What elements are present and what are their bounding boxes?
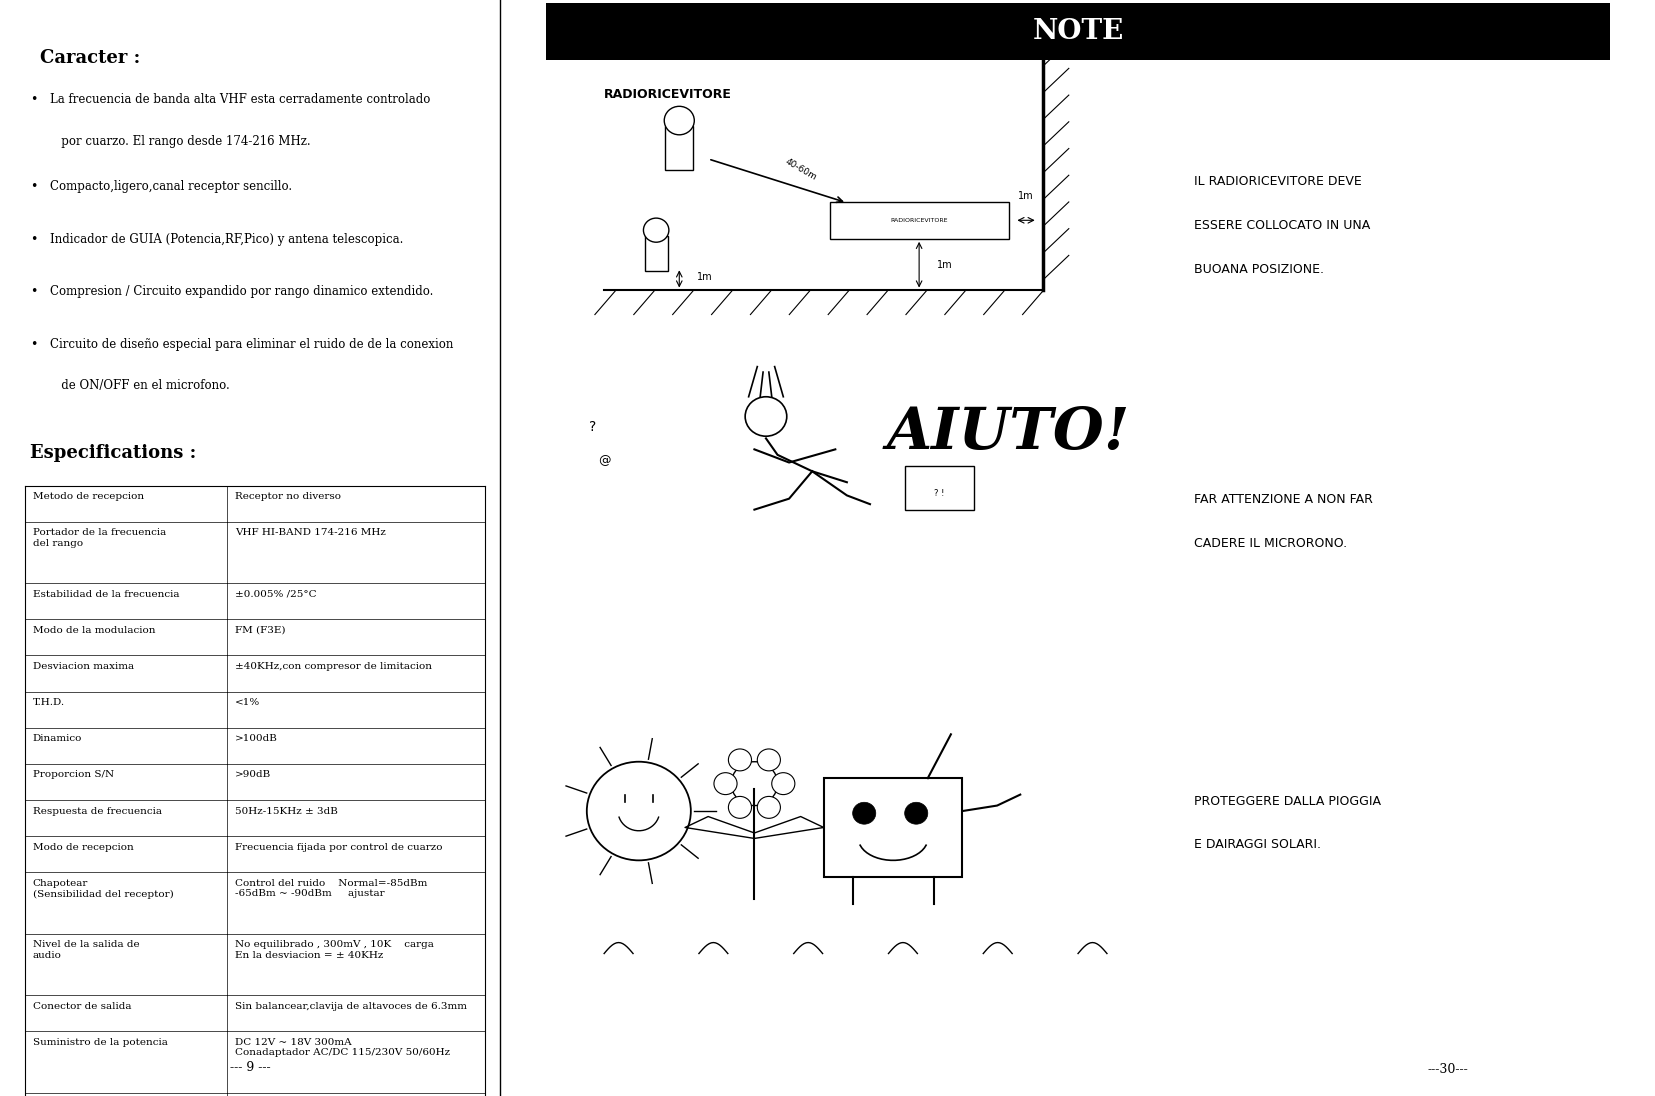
- Circle shape: [713, 773, 736, 795]
- Text: •: •: [30, 232, 38, 246]
- Bar: [665, 126, 693, 170]
- Text: •: •: [30, 180, 38, 193]
- Text: AIUTO!: AIUTO!: [887, 404, 1130, 461]
- Circle shape: [586, 762, 690, 860]
- Text: DC 12V ~ 18V 300mA
Conadaptador AC/DC 115/230V 50/60Hz: DC 12V ~ 18V 300mA Conadaptador AC/DC 11…: [235, 1038, 450, 1058]
- Text: Desviacion maxima: Desviacion maxima: [33, 662, 134, 671]
- Bar: [25, 836, 485, 872]
- Text: Compacto,ligero,canal receptor sencillo.: Compacto,ligero,canal receptor sencillo.: [50, 180, 291, 193]
- Bar: [25, 583, 485, 619]
- Bar: [644, 236, 667, 271]
- Text: FAR ATTENZIONE A NON FAR: FAR ATTENZIONE A NON FAR: [1193, 493, 1372, 506]
- Text: <1%: <1%: [235, 698, 260, 707]
- Text: 1m: 1m: [935, 260, 952, 270]
- Text: Compresion / Circuito expandido por rango dinamico extendido.: Compresion / Circuito expandido por rang…: [50, 285, 434, 298]
- Text: FM (F3E): FM (F3E): [235, 626, 285, 635]
- Text: Indicador de GUIA (Potencia,RF,Pico) y antena telescopica.: Indicador de GUIA (Potencia,RF,Pico) y a…: [50, 232, 404, 246]
- Text: CADERE IL MICRORONO.: CADERE IL MICRORONO.: [1193, 537, 1346, 550]
- Text: Dinamico: Dinamico: [33, 734, 81, 743]
- Text: Conector de salida: Conector de salida: [33, 1002, 131, 1011]
- Circle shape: [664, 106, 693, 135]
- Text: Circuito de diseño especial para eliminar el ruido de de la conexion: Circuito de diseño especial para elimina…: [50, 338, 453, 351]
- Text: T.H.D.: T.H.D.: [33, 698, 65, 707]
- Text: >90dB: >90dB: [235, 770, 271, 779]
- Text: No equilibrado , 300mV , 10K    carga
En la desviacion = ± 40KHz: No equilibrado , 300mV , 10K carga En la…: [235, 940, 434, 960]
- Bar: [25, 1093, 485, 1096]
- Bar: [25, 764, 485, 800]
- Bar: [25, 728, 485, 764]
- Text: La frecuencia de banda alta VHF esta cerradamente controlado: La frecuencia de banda alta VHF esta cer…: [50, 93, 430, 106]
- Text: Chapotear
(Sensibilidad del receptor): Chapotear (Sensibilidad del receptor): [33, 879, 174, 899]
- Text: •: •: [30, 338, 38, 351]
- Text: ---30---: ---30---: [1427, 1063, 1468, 1076]
- Text: Metodo de recepcion: Metodo de recepcion: [33, 492, 144, 501]
- Text: •: •: [30, 285, 38, 298]
- Text: Receptor no diverso: Receptor no diverso: [235, 492, 341, 501]
- Text: RADIORICEVITORE: RADIORICEVITORE: [604, 88, 732, 101]
- Text: IL RADIORICEVITORE DEVE: IL RADIORICEVITORE DEVE: [1193, 175, 1360, 189]
- Text: •: •: [30, 93, 38, 106]
- Text: Respuesta de frecuencia: Respuesta de frecuencia: [33, 807, 162, 815]
- Text: de ON/OFF en el microfono.: de ON/OFF en el microfono.: [50, 379, 230, 392]
- Text: ?: ?: [589, 421, 596, 434]
- Text: Caracter :: Caracter :: [40, 49, 141, 67]
- Bar: [25, 934, 485, 995]
- Text: Sin balancear,clavija de altavoces de 6.3mm: Sin balancear,clavija de altavoces de 6.…: [235, 1002, 467, 1011]
- Text: Suministro de la potencia: Suministro de la potencia: [33, 1038, 167, 1047]
- Circle shape: [728, 749, 751, 770]
- Text: Modo de la modulacion: Modo de la modulacion: [33, 626, 156, 635]
- Text: E DAIRAGGI SOLARI.: E DAIRAGGI SOLARI.: [1193, 838, 1319, 852]
- Bar: [25, 995, 485, 1031]
- Text: 1m: 1m: [697, 272, 712, 282]
- Text: @: @: [597, 454, 611, 467]
- Circle shape: [732, 762, 778, 806]
- Bar: [25, 522, 485, 583]
- Text: Frecuencia fijada por control de cuarzo: Frecuencia fijada por control de cuarzo: [235, 843, 442, 852]
- Text: Proporcion S/N: Proporcion S/N: [33, 770, 114, 779]
- Circle shape: [745, 397, 786, 436]
- Text: por cuarzo. El rango desde 174-216 MHz.: por cuarzo. El rango desde 174-216 MHz.: [50, 135, 311, 148]
- Text: >100dB: >100dB: [235, 734, 278, 743]
- Text: ? !: ? !: [933, 489, 943, 498]
- Bar: [25, 619, 485, 655]
- Bar: [25, 800, 485, 836]
- Text: NOTE: NOTE: [1031, 19, 1124, 45]
- Bar: [25, 692, 485, 728]
- Circle shape: [756, 797, 780, 819]
- Text: Nivel de la salida de
audio: Nivel de la salida de audio: [33, 940, 139, 960]
- Text: RADIORICEVITORE: RADIORICEVITORE: [890, 218, 947, 222]
- Text: Portador de la frecuencia
del rango: Portador de la frecuencia del rango: [33, 528, 166, 548]
- Text: ±40KHz,con compresor de limitacion: ±40KHz,con compresor de limitacion: [235, 662, 432, 671]
- Text: Modo de recepcion: Modo de recepcion: [33, 843, 132, 852]
- Text: VHF HI-BAND 174-216 MHz: VHF HI-BAND 174-216 MHz: [235, 528, 386, 537]
- Bar: [25, 872, 485, 934]
- Bar: [25, 655, 485, 692]
- Bar: [25, 486, 485, 522]
- Bar: [546, 3, 1609, 60]
- Text: ESSERE COLLOCATO IN UNA: ESSERE COLLOCATO IN UNA: [1193, 219, 1369, 232]
- Text: 40-60m: 40-60m: [783, 157, 818, 183]
- Circle shape: [852, 802, 875, 824]
- Text: Especifications :: Especifications :: [30, 444, 197, 461]
- Circle shape: [644, 218, 669, 242]
- Circle shape: [756, 749, 780, 770]
- Circle shape: [771, 773, 794, 795]
- Text: 50Hz-15KHz ± 3dB: 50Hz-15KHz ± 3dB: [235, 807, 338, 815]
- Text: --- 9 ---: --- 9 ---: [230, 1061, 270, 1074]
- Circle shape: [728, 797, 751, 819]
- Text: BUOANA POSIZIONE.: BUOANA POSIZIONE.: [1193, 263, 1322, 276]
- Text: ±0.005% /25°C: ±0.005% /25°C: [235, 590, 316, 598]
- Bar: [823, 778, 962, 877]
- Text: PROTEGGERE DALLA PIOGGIA: PROTEGGERE DALLA PIOGGIA: [1193, 795, 1380, 808]
- Bar: [829, 202, 1008, 239]
- Text: Estabilidad de la frecuencia: Estabilidad de la frecuencia: [33, 590, 179, 598]
- Text: 1m: 1m: [1018, 191, 1033, 201]
- Circle shape: [904, 802, 927, 824]
- Text: Control del ruido    Normal=-85dBm
-65dBm ~ -90dBm     ajustar: Control del ruido Normal=-85dBm -65dBm ~…: [235, 879, 427, 899]
- Bar: [25, 1031, 485, 1093]
- Bar: [904, 466, 973, 510]
